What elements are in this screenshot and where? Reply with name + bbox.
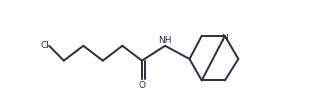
Text: O: O xyxy=(138,81,146,90)
Text: Cl: Cl xyxy=(40,41,49,50)
Text: NH: NH xyxy=(158,36,172,45)
Text: N: N xyxy=(221,34,228,43)
